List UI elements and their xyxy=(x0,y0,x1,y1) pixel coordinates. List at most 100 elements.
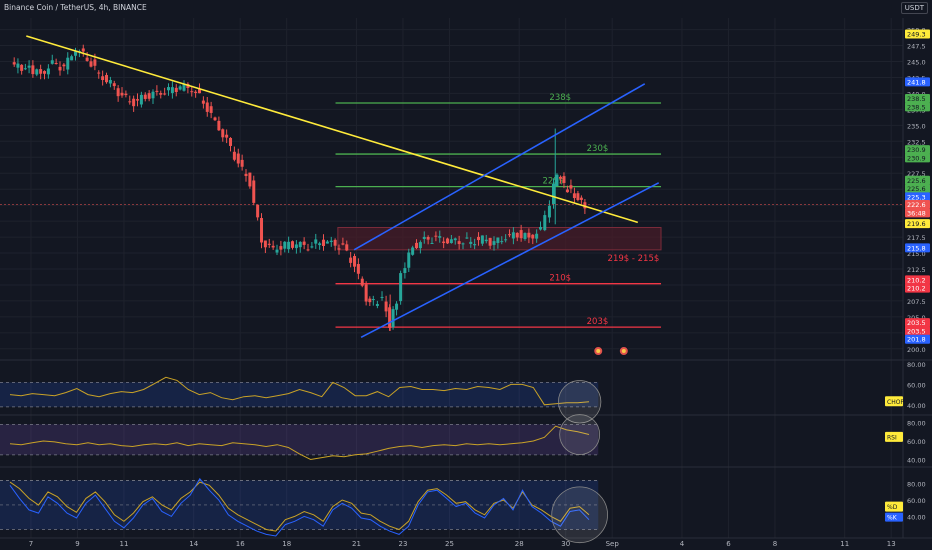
oscillator-name-tag xyxy=(885,512,903,522)
candle xyxy=(66,57,70,70)
candle xyxy=(12,62,16,65)
price-tag xyxy=(905,318,930,328)
candle xyxy=(35,69,39,75)
candle xyxy=(217,120,221,131)
oscillator-tick-label: 60.00 xyxy=(907,438,926,446)
candle xyxy=(20,64,24,71)
candle xyxy=(23,68,27,70)
currency-badge[interactable]: USDT xyxy=(900,2,928,14)
level-label: 210$ xyxy=(549,274,571,284)
candle xyxy=(97,72,101,74)
price-tag-text: 201.8 xyxy=(907,336,926,344)
candle xyxy=(523,233,527,239)
candle xyxy=(457,241,461,245)
candle xyxy=(298,241,302,248)
candle xyxy=(543,215,547,231)
candle xyxy=(27,65,31,68)
candle xyxy=(484,239,488,242)
oscillator-line xyxy=(9,425,590,461)
candle xyxy=(572,193,576,199)
candle xyxy=(147,93,151,99)
candle xyxy=(16,63,20,68)
price-tick-label: 215.0 xyxy=(907,250,926,258)
candle xyxy=(364,284,368,302)
candle xyxy=(345,244,349,251)
time-tick-label: 13 xyxy=(887,540,896,548)
highlight-circle xyxy=(551,486,608,544)
candle xyxy=(519,230,523,239)
candle xyxy=(547,205,551,218)
candle xyxy=(302,241,306,245)
candle xyxy=(422,236,426,239)
candle xyxy=(395,303,399,310)
candle xyxy=(240,159,244,167)
candle xyxy=(465,237,469,239)
price-tag-text: 203.5 xyxy=(907,319,926,327)
time-tick-label: 11 xyxy=(840,540,849,548)
candle xyxy=(256,204,260,218)
candle xyxy=(306,249,310,251)
time-tick-label: 7 xyxy=(29,540,33,548)
price-tag xyxy=(905,334,930,344)
candle xyxy=(105,75,109,83)
candle xyxy=(89,61,93,67)
candle xyxy=(46,68,50,75)
oscillator-name-text: RSI xyxy=(887,434,897,441)
price-tag xyxy=(905,192,930,202)
candle xyxy=(182,83,186,91)
oscillator-tick-label: 40.00 xyxy=(907,513,926,521)
oscillator-name-text: CHOP xyxy=(887,399,904,406)
candle xyxy=(263,240,267,248)
candle xyxy=(43,71,47,74)
candle xyxy=(415,242,419,249)
price-tag xyxy=(905,208,930,218)
time-tick-label: 30 xyxy=(561,540,570,548)
candle xyxy=(353,256,357,267)
candle xyxy=(384,301,388,312)
candle xyxy=(403,268,407,273)
candle xyxy=(294,244,298,249)
candle xyxy=(81,48,85,52)
candle xyxy=(325,241,329,244)
candle xyxy=(159,93,163,95)
oscillator-name-text: %D xyxy=(887,504,898,511)
candle xyxy=(283,241,287,249)
candle xyxy=(143,94,147,99)
candle xyxy=(322,239,326,247)
highlight-circle xyxy=(559,414,601,455)
candle xyxy=(248,172,252,187)
candle xyxy=(155,90,159,92)
candle xyxy=(85,57,89,61)
price-tag-text: 225.3 xyxy=(907,193,926,201)
candle xyxy=(225,134,229,138)
time-tick-label: 4 xyxy=(680,540,685,548)
candle xyxy=(430,242,434,244)
candle xyxy=(418,242,422,249)
candle xyxy=(380,296,384,298)
candle xyxy=(54,63,58,65)
candle xyxy=(236,153,240,164)
candle xyxy=(170,87,174,94)
candle xyxy=(213,117,217,121)
candle xyxy=(112,83,116,87)
candle xyxy=(329,240,333,242)
price-tag-text: 210.2 xyxy=(907,285,926,293)
time-tick-label: 25 xyxy=(445,540,454,548)
oscillator-tick-label: 80.00 xyxy=(907,481,926,489)
price-tag xyxy=(905,77,930,87)
level-label: 230$ xyxy=(587,144,609,154)
candle xyxy=(108,80,112,84)
candle xyxy=(279,246,283,250)
candle xyxy=(555,174,559,187)
candle xyxy=(50,60,54,64)
oscillator-tick-label: 40.00 xyxy=(907,456,926,464)
oscillator-tick-label: 60.00 xyxy=(907,497,926,505)
candle xyxy=(201,100,205,104)
candle xyxy=(314,239,318,244)
price-tag xyxy=(905,175,930,185)
price-tick-label: 227.5 xyxy=(907,170,926,178)
time-tick-label: 6 xyxy=(726,540,731,548)
candle xyxy=(492,241,496,245)
oscillator-name-tag xyxy=(885,501,903,512)
